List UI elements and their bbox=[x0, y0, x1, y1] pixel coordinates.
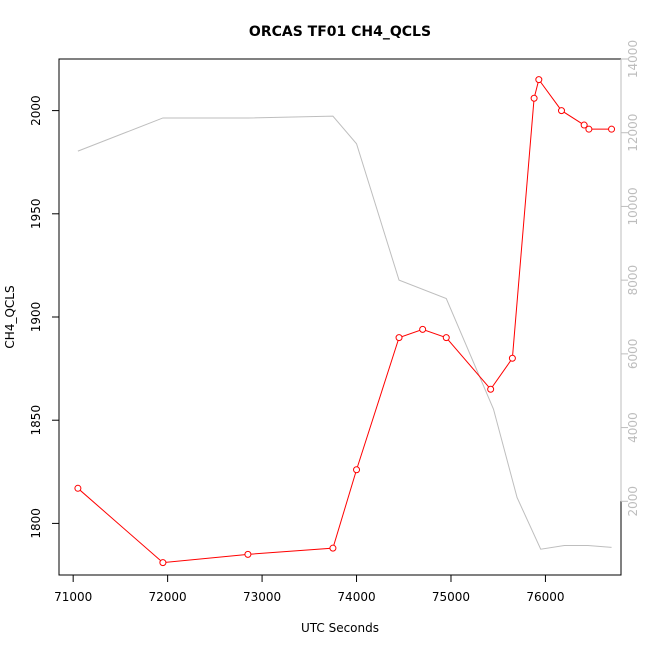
ch4-data-point bbox=[442, 334, 450, 342]
x-tick-label: 75000 bbox=[432, 590, 470, 604]
altitude-series-line bbox=[77, 115, 612, 550]
x-axis-label: UTC Seconds bbox=[301, 621, 379, 635]
ch4-data-point bbox=[608, 125, 616, 133]
y2-tick-label: 10000 bbox=[626, 187, 640, 225]
y-tick-label: 2000 bbox=[29, 95, 43, 126]
ch4-data-point bbox=[585, 125, 593, 133]
y2-axis: 2000 4000 6000 8000 10000 12000 14000 bbox=[620, 40, 640, 517]
y-tick-label: 1950 bbox=[29, 199, 43, 230]
y2-tick-label: 8000 bbox=[626, 265, 640, 296]
ch4-data-point bbox=[580, 121, 588, 129]
x-tick-label: 74000 bbox=[337, 590, 375, 604]
ch4-series-line bbox=[77, 78, 612, 564]
ch4-data-point bbox=[419, 325, 427, 333]
x-tick-label: 72000 bbox=[149, 590, 187, 604]
series-layer bbox=[74, 76, 616, 567]
y2-tick-label: 6000 bbox=[626, 339, 640, 370]
ch4-data-point bbox=[244, 550, 252, 558]
ch4-data-point bbox=[535, 76, 543, 84]
y-tick-label: 1900 bbox=[29, 302, 43, 333]
ch4-data-point bbox=[487, 385, 495, 393]
chart-title: ORCAS TF01 CH4_QCLS bbox=[249, 24, 431, 40]
ch4-data-point bbox=[530, 94, 538, 102]
ch4-data-point bbox=[557, 107, 565, 115]
y2-tick-label: 12000 bbox=[626, 114, 640, 152]
ch4-data-point bbox=[159, 559, 167, 567]
x-axis: 71000 72000 73000 74000 75000 76000 bbox=[54, 574, 565, 604]
x-tick-label: 73000 bbox=[243, 590, 281, 604]
ch4-data-point bbox=[395, 334, 403, 342]
y-tick-label: 1800 bbox=[29, 508, 43, 539]
ch4-data-point bbox=[329, 544, 337, 552]
y-tick-label: 1850 bbox=[29, 405, 43, 436]
ch4-data-point bbox=[353, 466, 361, 474]
y-axis: 1800 1850 1900 1950 2000 bbox=[29, 95, 60, 539]
y2-tick-label: 2000 bbox=[626, 486, 640, 517]
ch4-data-point bbox=[74, 484, 82, 492]
y2-tick-label: 4000 bbox=[626, 412, 640, 443]
y-axis-label: CH4_QCLS bbox=[3, 285, 17, 348]
x-tick-label: 71000 bbox=[54, 590, 92, 604]
ch4-data-point bbox=[508, 354, 516, 362]
y2-tick-label: 14000 bbox=[626, 40, 640, 78]
x-tick-label: 76000 bbox=[526, 590, 564, 604]
